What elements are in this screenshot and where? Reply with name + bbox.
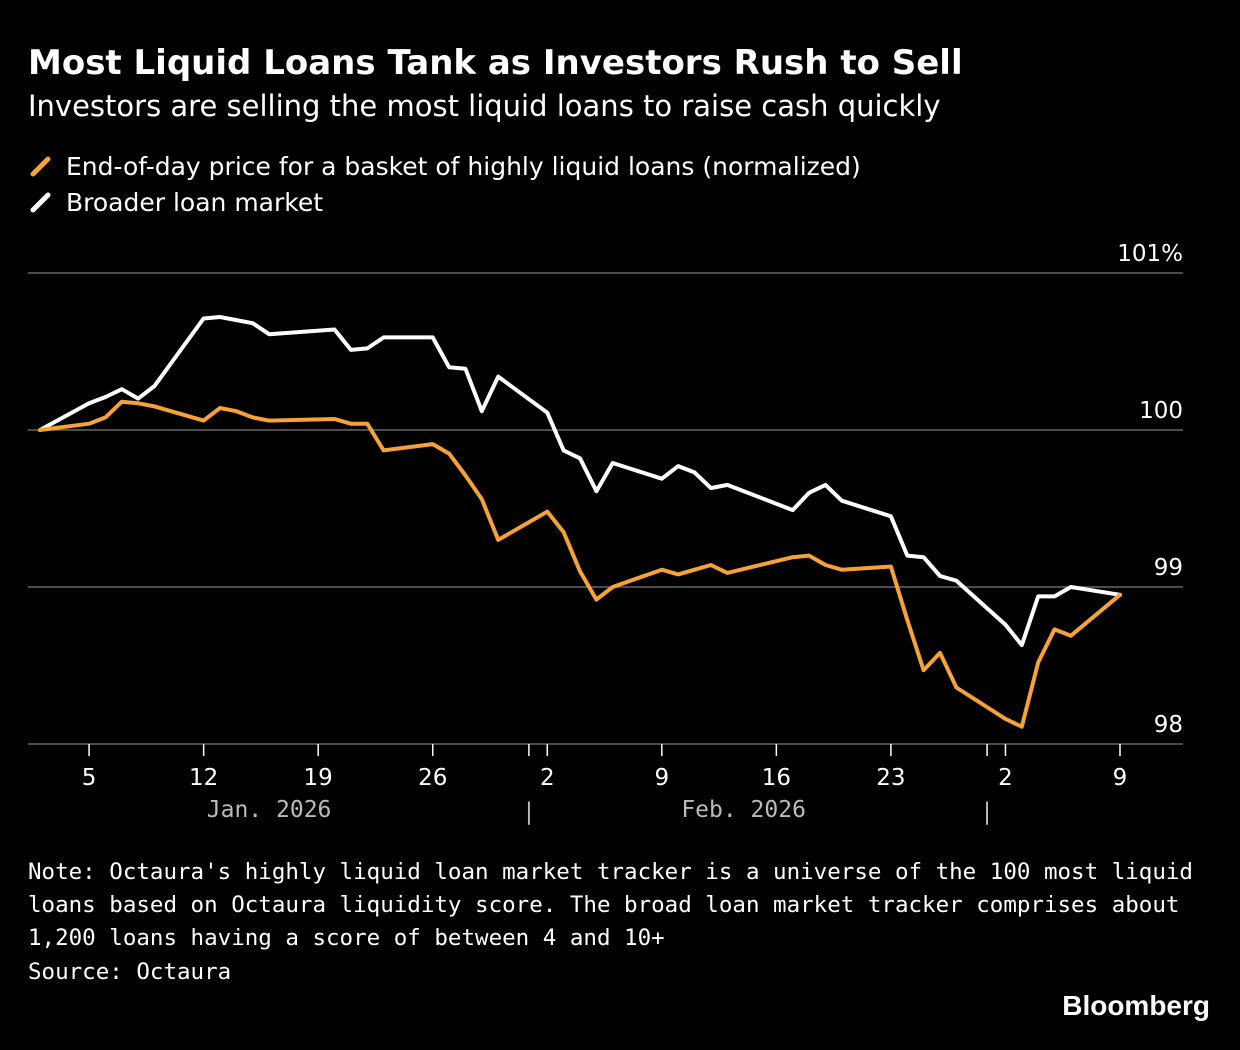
legend-item-broad: Broader loan market (28, 184, 861, 220)
legend-item-liquid: End-of-day price for a basket of highly … (28, 148, 861, 184)
x-tick-label: 9 (1113, 765, 1128, 791)
month-separator: | (980, 799, 994, 825)
x-tick-label: 16 (762, 765, 791, 791)
month-separator: | (522, 799, 536, 825)
x-tick-label: 23 (876, 765, 905, 791)
legend-label-liquid: End-of-day price for a basket of highly … (66, 151, 861, 181)
x-tick-label: 5 (82, 765, 97, 791)
x-tick-label: 9 (654, 765, 669, 791)
x-tick-label: 26 (418, 765, 447, 791)
bloomberg-logo: Bloomberg (1062, 990, 1210, 1021)
y-tick-label: 100 (1139, 398, 1183, 424)
month-label: Jan. 2026 (207, 797, 332, 823)
legend: End-of-day price for a basket of highly … (28, 148, 861, 220)
legend-swatch-broad (30, 192, 51, 213)
month-label: Feb. 2026 (681, 797, 806, 823)
legend-label-broad: Broader loan market (66, 187, 324, 217)
x-tick-label: 19 (304, 765, 333, 791)
x-tick-label: 2 (998, 765, 1013, 791)
legend-swatch-liquid (30, 156, 51, 177)
chart-source: Source: Octaura (28, 959, 232, 985)
y-tick-label: 98 (1154, 712, 1183, 738)
chart-title: Most Liquid Loans Tank as Investors Rush… (28, 43, 963, 83)
x-tick-label: 12 (189, 765, 218, 791)
series-line-liquid (38, 399, 1122, 729)
x-tick-label: 2 (540, 765, 555, 791)
chart-subtitle: Investors are selling the most liquid lo… (28, 89, 941, 123)
chart-note: Note: Octaura's highly liquid loan marke… (28, 859, 1193, 951)
y-tick-label: 101% (1117, 241, 1183, 267)
line-chart: 101% 100 99 98 5 12 19 26 2 9 16 23 2 9 | | Jan. 2026 Feb… (28, 241, 1183, 825)
series-line-broad (38, 315, 1122, 648)
y-tick-label: 99 (1154, 555, 1183, 581)
